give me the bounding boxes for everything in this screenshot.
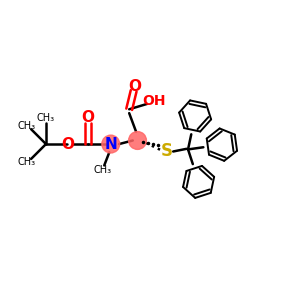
Text: CH₃: CH₃	[18, 121, 36, 130]
Text: OH: OH	[142, 94, 165, 108]
Text: S: S	[161, 142, 173, 160]
Circle shape	[102, 135, 120, 153]
Circle shape	[129, 132, 146, 149]
Text: CH₃: CH₃	[18, 158, 36, 167]
Text: CH₃: CH₃	[37, 113, 55, 123]
Text: O: O	[128, 79, 141, 94]
Text: N: N	[104, 136, 117, 152]
Text: O: O	[82, 110, 95, 125]
Text: CH₃: CH₃	[93, 165, 112, 175]
Text: O: O	[61, 136, 74, 152]
